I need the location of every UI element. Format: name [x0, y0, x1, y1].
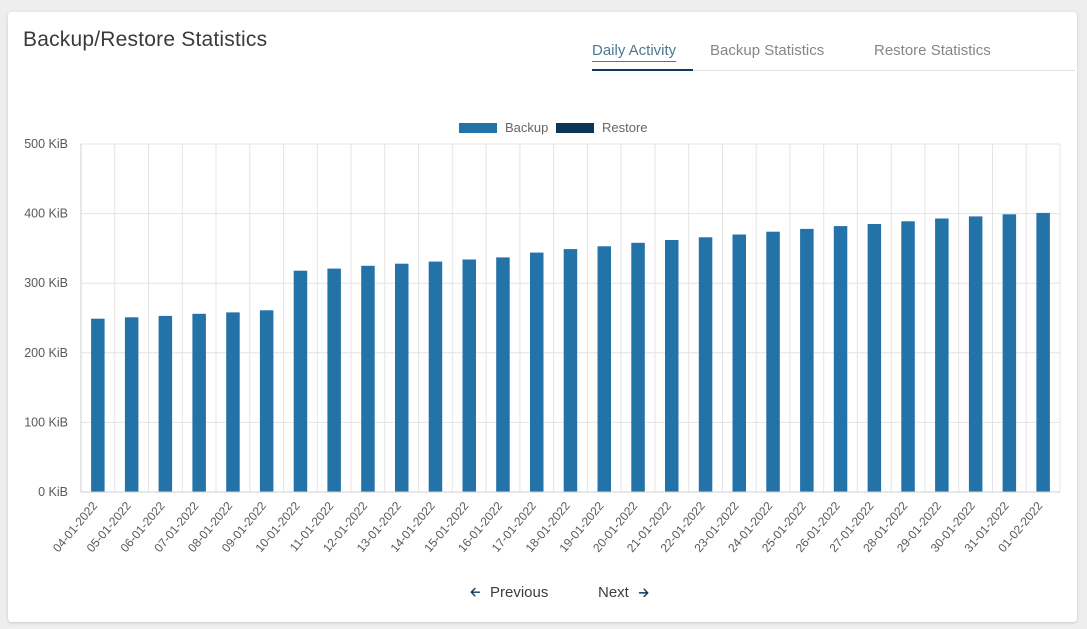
svg-text:400 KiB: 400 KiB: [24, 207, 68, 221]
svg-text:500 KiB: 500 KiB: [24, 137, 68, 151]
svg-text:300 KiB: 300 KiB: [24, 276, 68, 290]
svg-text:100 KiB: 100 KiB: [24, 415, 68, 429]
svg-text:200 KiB: 200 KiB: [24, 346, 68, 360]
svg-text:0 KiB: 0 KiB: [38, 485, 68, 499]
